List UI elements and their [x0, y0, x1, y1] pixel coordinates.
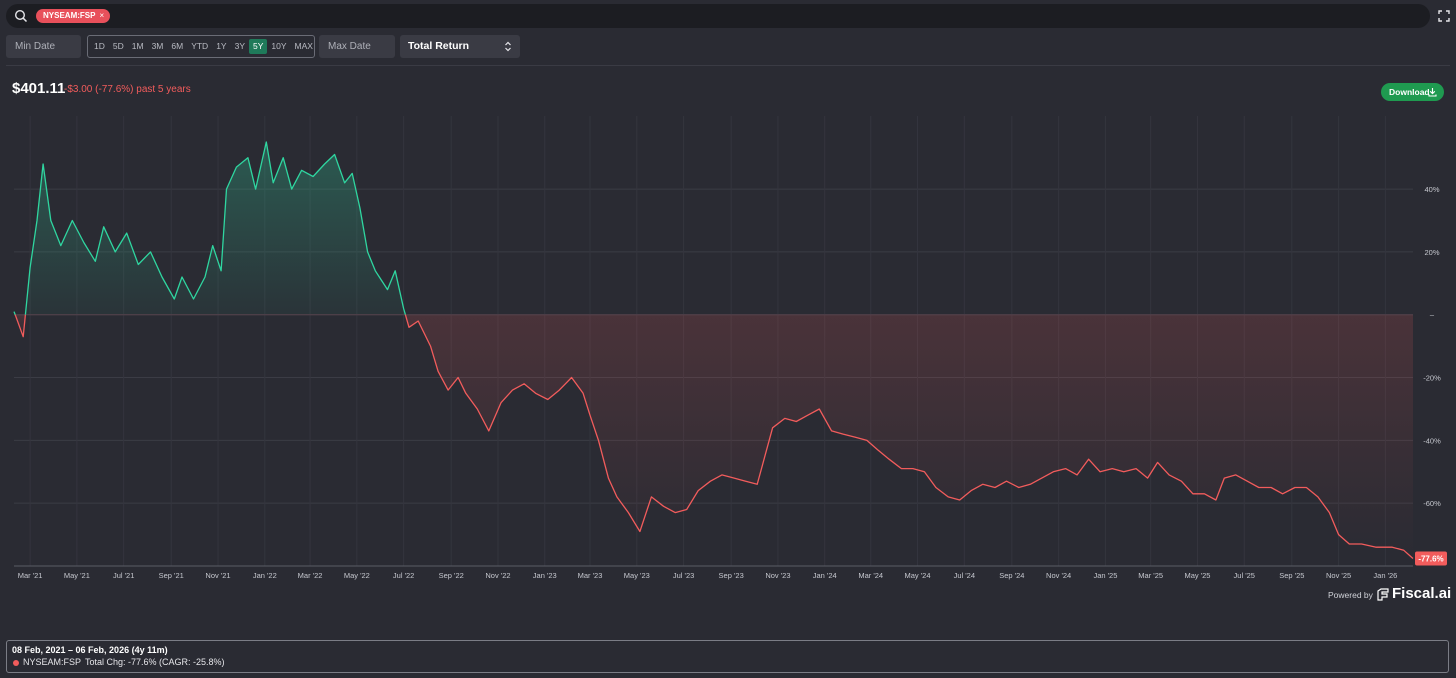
series-line-positive: [24, 141, 407, 315]
x-tick-label: Jul '25: [1234, 571, 1255, 580]
ticker-chip[interactable]: NYSEAM:FSP ×: [36, 9, 111, 23]
x-tick-label: Nov '24: [1046, 571, 1071, 580]
x-tick-label: Sep '22: [439, 571, 464, 580]
x-tick-label: Sep '24: [999, 571, 1024, 580]
x-tick-label: May '25: [1184, 571, 1210, 580]
negative-area-fill: [405, 314, 1413, 559]
chart-legend: 08 Feb, 2021 – 06 Feb, 2026 (4y 11m) NYS…: [6, 640, 1449, 673]
x-tick-label: Mar '24: [858, 571, 883, 580]
x-tick-label: Sep '23: [719, 571, 744, 580]
y-tick-label: -40%: [1423, 436, 1441, 445]
chip-close-icon[interactable]: ×: [99, 11, 105, 20]
y-tick-label: 40%: [1424, 185, 1439, 194]
x-tick-label: Nov '21: [205, 571, 230, 580]
x-tick-label: Jan '23: [533, 571, 557, 580]
range-1d-button[interactable]: 1D: [94, 41, 105, 51]
range-10y-button[interactable]: 10Y: [271, 41, 287, 51]
x-tick-label: Nov '23: [765, 571, 790, 580]
range-5y-button[interactable]: 5Y: [249, 39, 268, 54]
y-tick-label: –: [1430, 311, 1435, 320]
x-tick-label: Sep '21: [159, 571, 184, 580]
download-button[interactable]: Download: [1381, 83, 1444, 101]
range-5d-button[interactable]: 5D: [112, 41, 124, 51]
search-icon[interactable]: [14, 9, 28, 23]
last-value-badge: [1415, 551, 1447, 566]
range-ytd-button[interactable]: YTD: [191, 41, 209, 51]
current-price: $401.11: [12, 80, 66, 97]
x-tick-label: May '22: [344, 571, 370, 580]
x-tick-label: Jul '24: [954, 571, 975, 580]
x-tick-label: Jul '23: [673, 571, 694, 580]
y-tick-label: -20%: [1423, 374, 1441, 383]
y-tick-label: -60%: [1423, 499, 1441, 508]
y-tick-label: 20%: [1424, 248, 1439, 257]
download-button-label: Download: [1389, 87, 1430, 97]
divider: [6, 65, 1450, 66]
positive-area-fill: [25, 142, 406, 315]
x-tick-label: Jul '21: [113, 571, 134, 580]
fiscal-ai-brand: Fiscal.ai: [1392, 585, 1452, 602]
x-tick-label: Sep '25: [1279, 571, 1304, 580]
x-tick-label: Jul '22: [393, 571, 414, 580]
x-tick-label: Mar '23: [578, 571, 603, 580]
x-tick-label: Jan '24: [813, 571, 837, 580]
x-tick-label: May '21: [64, 571, 90, 580]
metric-select-value: Total Return: [408, 40, 470, 52]
search-bar[interactable]: NYSEAM:FSP ×: [6, 4, 1450, 28]
max-date-input[interactable]: Max Date: [319, 35, 395, 58]
range-3y-button[interactable]: 3Y: [234, 41, 245, 51]
legend-ticker: NYSEAM:FSP: [23, 657, 82, 667]
x-tick-label: Nov '25: [1326, 571, 1351, 580]
min-date-input[interactable]: Min Date: [6, 35, 81, 58]
x-tick-label: Mar '21: [18, 571, 43, 580]
legend-stats: Total Chg: -77.6% (CAGR: -25.8%): [85, 657, 225, 667]
download-icon: [1428, 88, 1437, 97]
chevron-up-down-icon: [505, 41, 511, 52]
x-tick-label: Mar '25: [1138, 571, 1163, 580]
x-tick-label: Mar '22: [298, 571, 323, 580]
x-tick-label: Nov '22: [485, 571, 510, 580]
fiscal-ai-logo: [1377, 588, 1389, 601]
range-1m-button[interactable]: 1M: [131, 41, 144, 51]
series-line-negative: [14, 314, 27, 338]
range-1y-button[interactable]: 1Y: [216, 41, 227, 51]
range-6m-button[interactable]: 6M: [171, 41, 184, 51]
x-tick-label: May '24: [905, 571, 931, 580]
last-value-label: -77.6%: [1418, 554, 1443, 563]
series-line-positive: [13, 311, 16, 315]
x-tick-label: Jan '25: [1093, 571, 1117, 580]
metric-select[interactable]: Total Return: [400, 35, 520, 58]
total-return-chart[interactable]: Mar '21 May '21 Jul '21 Sep '21 Nov '21 Jan '…: [0, 110, 1456, 580]
series-line-negative: [404, 314, 1414, 559]
range-3m-button[interactable]: 3M: [151, 41, 164, 51]
x-tick-label: Jan '22: [253, 571, 277, 580]
range-max-button[interactable]: MAX: [294, 41, 313, 51]
legend-date-range: 08 Feb, 2021 – 06 Feb, 2026 (4y 11m): [12, 645, 168, 655]
powered-by-label: Powered by: [1328, 590, 1373, 600]
x-tick-label: Jan '26: [1373, 571, 1397, 580]
range-selector: 1D 5D 1M 3M 6M YTD 1Y 3Y 5Y 10Y MAX: [87, 35, 315, 58]
fullscreen-icon[interactable]: [1438, 10, 1450, 22]
price-change: -$3.00 (-77.6%) past 5 years: [64, 84, 191, 95]
legend-series-dot: [13, 660, 19, 666]
x-tick-label: May '23: [624, 571, 650, 580]
